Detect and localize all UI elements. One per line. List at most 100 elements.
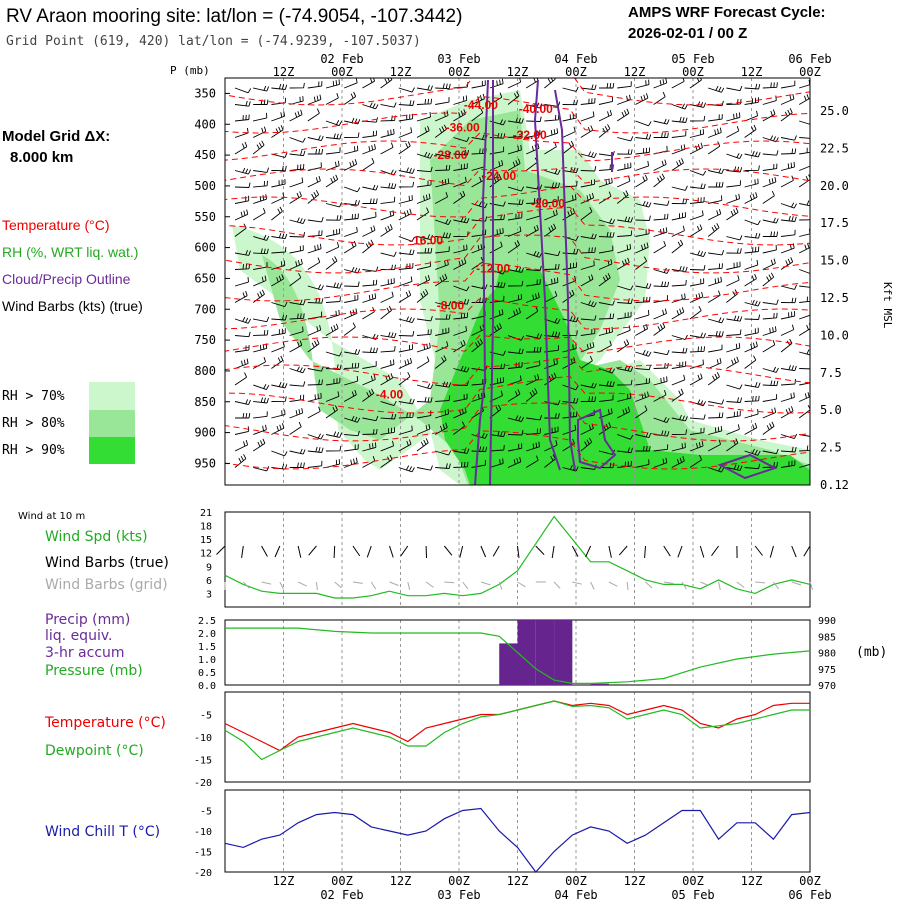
wind-barb — [635, 378, 650, 386]
wind-barb-true — [585, 545, 592, 558]
wind-barb — [307, 81, 323, 89]
wind-barb — [343, 240, 357, 254]
wind-barb — [689, 78, 702, 89]
wind-barb — [434, 355, 447, 369]
wind-barb — [617, 81, 632, 89]
wind-barb — [453, 421, 465, 435]
wind-barb — [617, 285, 634, 291]
wind-barb — [598, 177, 613, 188]
wind-barb — [343, 322, 356, 336]
wind-barb — [671, 293, 686, 303]
wind-barb — [507, 117, 524, 124]
wind-barb — [726, 248, 742, 254]
wind-barb — [307, 149, 324, 155]
top-date-label: 05 Feb — [671, 52, 714, 66]
wind-barb — [780, 460, 796, 468]
wind-barb — [289, 232, 306, 238]
wind-barb — [598, 394, 614, 402]
wind-barb — [325, 351, 343, 357]
top-date-label: 03 Feb — [437, 52, 480, 66]
wind-barb — [435, 314, 451, 320]
wind-barb — [453, 339, 466, 353]
rh80-label: RH > 80% — [2, 416, 65, 431]
wind-barb — [362, 279, 378, 287]
wind-barb-grid — [626, 581, 629, 591]
wind-barb — [453, 149, 470, 156]
wind-barb — [617, 149, 633, 155]
wind-barb — [325, 174, 339, 188]
pressure-tick-label: 600 — [194, 241, 216, 255]
top-time-label: 00Z — [448, 65, 470, 79]
wind-barb — [289, 299, 306, 306]
wind-barb — [744, 124, 757, 138]
wind-barb — [744, 150, 761, 158]
wind-barb — [708, 276, 722, 287]
wind-barb — [380, 345, 396, 353]
wind-barb — [744, 192, 758, 204]
wind-barb — [253, 248, 269, 255]
temperature-contour-label: -4.00 — [376, 388, 404, 402]
wind-barb — [325, 202, 343, 208]
bottom-time-label: 12Z — [507, 874, 529, 888]
wind-barb — [726, 356, 739, 369]
wind-barb — [325, 147, 341, 155]
site-title: RV Araon mooring site: lat/lon = (-74.90… — [6, 6, 462, 27]
wind-barb — [580, 328, 596, 336]
wind-barb — [798, 92, 810, 105]
wind-barb — [780, 392, 795, 402]
wind-barb — [544, 277, 559, 287]
wind-barb — [726, 98, 742, 105]
wind-barb — [635, 323, 649, 336]
wind-barb — [544, 128, 559, 138]
wind-barb — [744, 314, 761, 320]
wind-barb-true — [389, 545, 394, 558]
wind-barb — [325, 228, 341, 237]
wind-barb-grid — [389, 581, 399, 586]
wind-barb — [762, 258, 776, 270]
wind-barb — [416, 342, 431, 353]
wind-barb — [416, 207, 430, 221]
wind-barb — [799, 349, 810, 356]
wind-barb — [744, 327, 759, 336]
wind-barb-true — [677, 545, 683, 558]
wind-barb — [507, 280, 524, 287]
wind-barb — [380, 182, 397, 189]
wind-barb — [726, 261, 741, 270]
wind-barb — [598, 231, 615, 238]
wind-barb — [507, 266, 525, 273]
legend-rh: RH (%, WRT liq. wat.) — [2, 244, 138, 260]
bottom-time-label: 00Z — [448, 874, 470, 888]
wind-barb-grid — [572, 581, 583, 585]
wind-barb — [726, 193, 741, 204]
wind-barb-true — [571, 545, 579, 557]
bottom-date-label: 05 Feb — [671, 888, 714, 900]
windchill-tick-label: -5 — [200, 807, 212, 818]
top-time-label: 12Z — [273, 65, 295, 79]
wind-barb — [726, 207, 739, 221]
wind-barb — [253, 126, 267, 138]
wind-barb — [635, 296, 651, 303]
wind-barb — [544, 331, 561, 338]
wind-barb — [416, 329, 432, 336]
wind-barb — [744, 299, 761, 307]
wind-barb — [616, 190, 629, 204]
pressure-unit-label: (mb) — [856, 645, 887, 660]
windchill-label: Wind Chill T (°C) — [45, 824, 160, 840]
wind-barb-grid — [700, 581, 710, 587]
wind-barb — [362, 374, 376, 386]
wind-barb — [325, 431, 343, 438]
wind-barb — [653, 349, 670, 356]
precip-bar — [517, 620, 536, 685]
wind-barb — [271, 246, 287, 254]
wind-barb — [635, 256, 647, 270]
bottom-time-label: 12Z — [624, 874, 646, 888]
wind-barb — [362, 144, 376, 155]
wind-barb — [435, 164, 451, 171]
wind-barb — [507, 131, 523, 138]
wind-barb — [234, 277, 249, 287]
wind-barb — [289, 448, 306, 455]
wind-barb — [307, 339, 320, 353]
wind-barb — [689, 441, 704, 452]
bottom-time-label: 00Z — [799, 874, 821, 888]
wind-barb-true — [352, 545, 361, 557]
